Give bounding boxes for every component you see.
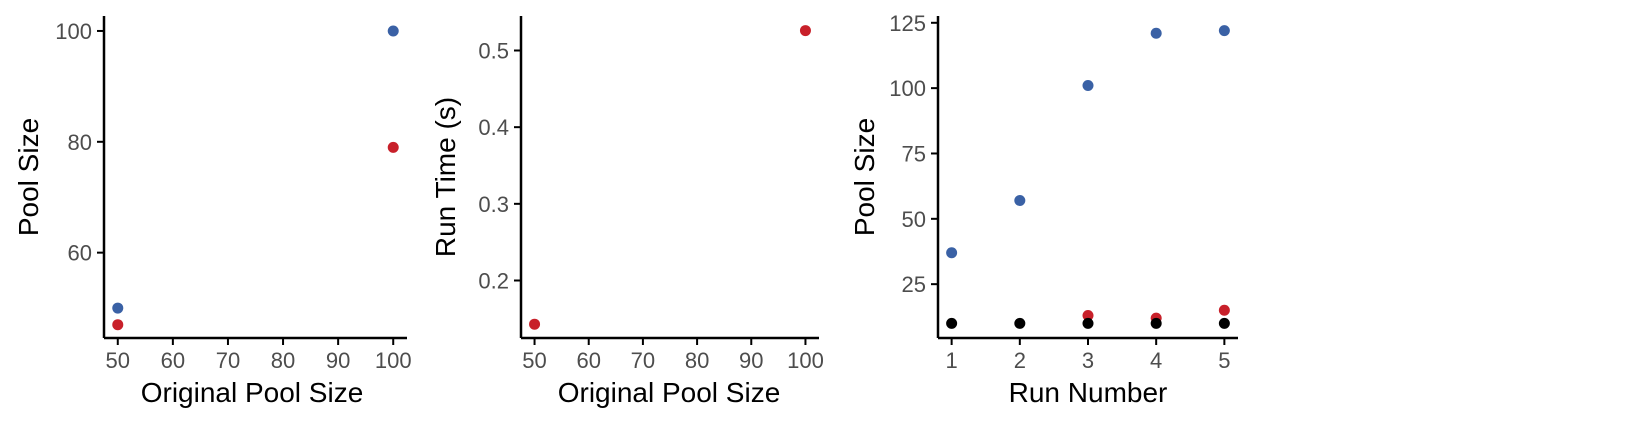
- x-tick-label: 50: [522, 348, 546, 373]
- x-axis-title: Original Pool Size: [141, 377, 364, 408]
- x-tick-label: 2: [1014, 348, 1026, 373]
- y-tick-label: 75: [902, 141, 926, 166]
- y-tick-label: 100: [889, 76, 926, 101]
- y-tick-label: 0.3: [478, 192, 509, 217]
- y-axis-title: Run Time (s): [430, 97, 461, 257]
- data-point: [387, 141, 399, 153]
- data-point: [1218, 304, 1230, 316]
- y-tick-label: 60: [68, 241, 92, 266]
- x-axis-title: Original Pool Size: [558, 377, 781, 408]
- data-point: [799, 25, 811, 37]
- data-point: [946, 247, 958, 259]
- data-point: [1082, 80, 1094, 92]
- data-point: [1150, 27, 1162, 39]
- x-tick-label: 80: [271, 348, 295, 373]
- data-point: [1082, 310, 1094, 322]
- data-point: [1218, 317, 1230, 329]
- data-point: [1014, 317, 1026, 329]
- y-tick-label: 125: [889, 11, 926, 36]
- y-tick-label: 100: [55, 19, 92, 44]
- panel-pool-size-vs-run: Run Number Pool Size 1 2 3 4 5 25 50 75 100 125: [849, 11, 1238, 408]
- data-point: [1014, 195, 1026, 207]
- panel-pool-size-vs-original: Original Pool Size Pool Size 50 60 70 80 90 1…: [13, 16, 412, 408]
- y-tick-label: 0.5: [478, 39, 509, 64]
- data-point: [1082, 317, 1094, 329]
- data-point: [112, 302, 124, 314]
- data-point: [1150, 317, 1162, 329]
- x-tick-label: 100: [787, 348, 824, 373]
- data-point: [529, 318, 541, 330]
- x-tick-label: 70: [216, 348, 240, 373]
- x-tick-label: 60: [576, 348, 600, 373]
- x-tick-label: 80: [685, 348, 709, 373]
- x-tick-label: 90: [739, 348, 763, 373]
- x-tick-label: 60: [161, 348, 185, 373]
- data-point: [387, 25, 399, 37]
- x-tick-label: 3: [1082, 348, 1094, 373]
- data-point: [1218, 25, 1230, 37]
- y-axis-title: Pool Size: [13, 118, 44, 236]
- y-axis-title: Pool Size: [849, 118, 880, 236]
- panel-run-time-vs-original: Original Pool Size Run Time (s) 50 60 70 80…: [430, 16, 824, 408]
- y-tick-label: 80: [68, 130, 92, 155]
- data-point: [946, 317, 958, 329]
- x-tick-label: 1: [946, 348, 958, 373]
- x-tick-label: 4: [1150, 348, 1162, 373]
- x-tick-label: 5: [1218, 348, 1230, 373]
- x-tick-label: 100: [375, 348, 412, 373]
- y-tick-label: 25: [902, 272, 926, 297]
- data-point: [112, 319, 124, 331]
- y-tick-label: 0.4: [478, 115, 509, 140]
- x-tick-label: 70: [631, 348, 655, 373]
- x-tick-label: 90: [326, 348, 350, 373]
- y-tick-label: 0.2: [478, 269, 509, 294]
- x-axis-title: Run Number: [1009, 377, 1168, 408]
- x-tick-label: 50: [106, 348, 130, 373]
- y-tick-label: 50: [902, 207, 926, 232]
